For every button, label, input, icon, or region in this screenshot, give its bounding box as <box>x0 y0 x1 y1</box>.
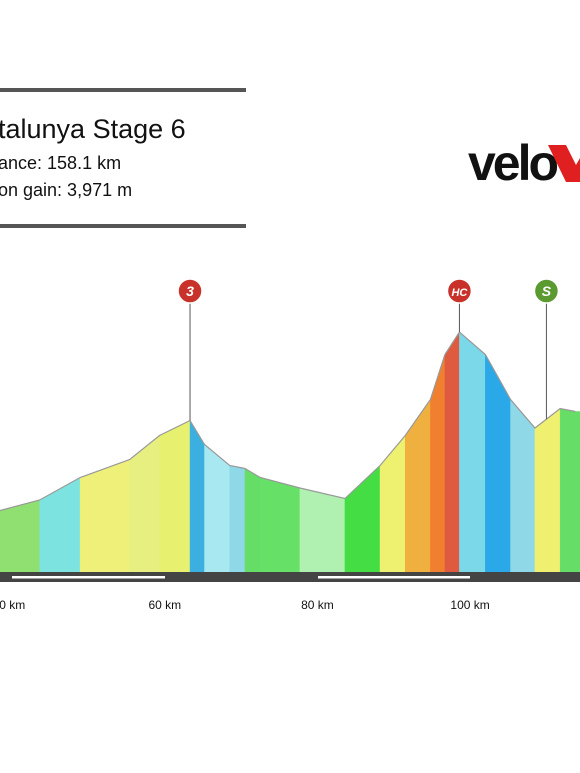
x-tick-label: 0 km <box>0 598 25 612</box>
climb-marker <box>177 278 203 304</box>
profile-segment <box>444 331 460 573</box>
profile-segment <box>244 468 261 573</box>
info-line: on gain: 3,971 m <box>0 180 132 200</box>
x-tick-label: 60 km <box>148 598 181 612</box>
baseline-stripe <box>318 576 470 579</box>
profile-segment <box>189 419 205 573</box>
info-line: ance: 158.1 km <box>0 153 121 173</box>
profile-segment <box>534 407 561 573</box>
profile-segment <box>459 331 486 573</box>
profile-segment <box>259 477 301 573</box>
profile-segment <box>229 465 246 573</box>
x-tick-label: 80 km <box>301 598 334 612</box>
profile-segment <box>299 487 346 573</box>
profile-segment <box>159 420 191 573</box>
climb-label: S <box>542 283 552 299</box>
climb-marker <box>446 278 473 304</box>
baseline-bar <box>0 572 580 582</box>
profile-segment <box>559 408 576 573</box>
x-tick-label: 100 km <box>450 598 489 612</box>
title: talunya Stage 6 <box>0 114 186 144</box>
profile-line <box>0 331 576 512</box>
profile-segment <box>510 398 536 573</box>
profile-segment <box>575 411 580 573</box>
baseline-stripe <box>12 576 165 579</box>
logo: velo <box>468 135 558 191</box>
profile-segment <box>79 459 130 573</box>
plot: 0 km 60 km 80 km 100 km 3 HC S <box>0 278 580 612</box>
climb-label: 3 <box>186 283 194 299</box>
profile-segment <box>0 499 40 573</box>
logo-mark <box>548 145 580 182</box>
rule <box>0 88 246 92</box>
climb-label: HC <box>451 287 468 299</box>
rule <box>0 224 246 228</box>
profile-segment <box>204 443 230 573</box>
climb-marker <box>533 278 560 304</box>
